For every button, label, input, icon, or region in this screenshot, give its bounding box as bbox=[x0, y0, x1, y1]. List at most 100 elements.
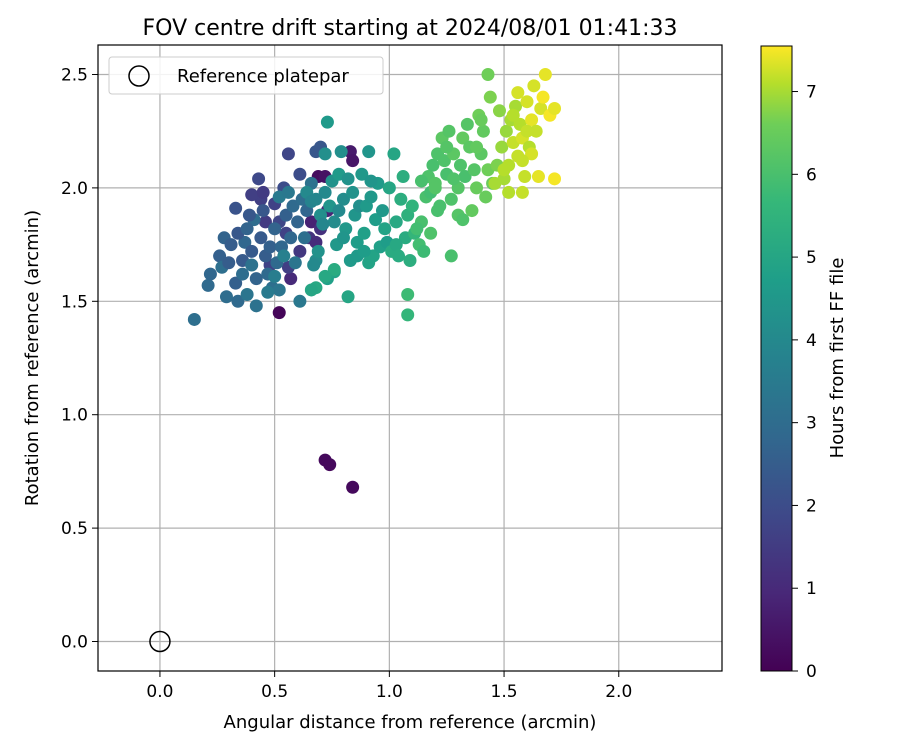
data-point bbox=[520, 95, 534, 109]
data-point bbox=[327, 263, 341, 277]
data-point bbox=[456, 213, 470, 227]
data-point bbox=[527, 79, 541, 93]
data-point bbox=[405, 199, 419, 213]
data-point bbox=[219, 290, 233, 304]
data-point bbox=[392, 249, 406, 263]
data-point bbox=[387, 147, 401, 161]
data-point bbox=[499, 124, 513, 138]
legend-box bbox=[108, 56, 384, 95]
data-point bbox=[213, 249, 227, 263]
data-point bbox=[470, 140, 484, 154]
data-point bbox=[318, 147, 332, 161]
data-point bbox=[311, 244, 325, 258]
colorbar-tick-label: 5 bbox=[806, 248, 817, 268]
data-point bbox=[293, 294, 307, 308]
data-point bbox=[401, 308, 415, 322]
grid-lines bbox=[98, 45, 722, 671]
colorbar-ticks: 0 1 2 3 4 5 6 7 bbox=[792, 83, 817, 682]
legend: Reference platepar bbox=[108, 56, 384, 95]
y-tick-label: 2.5 bbox=[61, 65, 88, 85]
data-point bbox=[245, 188, 259, 202]
data-point bbox=[389, 215, 403, 229]
data-point bbox=[334, 145, 348, 159]
data-point bbox=[297, 231, 311, 245]
x-tick-label: 0.5 bbox=[261, 682, 288, 702]
y-axis-label: Rotation from reference (arcmin) bbox=[22, 210, 43, 506]
data-point bbox=[318, 269, 332, 283]
data-point bbox=[525, 113, 539, 127]
data-points bbox=[187, 67, 562, 494]
colorbar-tick-label: 7 bbox=[806, 83, 817, 103]
data-point bbox=[268, 269, 282, 283]
data-point bbox=[281, 185, 295, 199]
data-point bbox=[272, 283, 286, 297]
data-point bbox=[318, 185, 332, 199]
data-point bbox=[506, 108, 520, 122]
data-point bbox=[272, 306, 286, 320]
data-point bbox=[291, 215, 305, 229]
data-point bbox=[201, 278, 215, 292]
data-point bbox=[249, 272, 263, 286]
data-point bbox=[357, 244, 371, 258]
data-point bbox=[492, 104, 506, 118]
data-point bbox=[254, 231, 268, 245]
data-point bbox=[304, 215, 318, 229]
data-point bbox=[277, 249, 291, 263]
colorbar-tick-label: 0 bbox=[806, 662, 817, 682]
y-tick-label: 0.5 bbox=[61, 519, 88, 539]
data-point bbox=[336, 231, 350, 245]
data-point bbox=[309, 192, 323, 206]
data-point bbox=[536, 90, 550, 104]
data-point bbox=[238, 235, 252, 249]
data-point bbox=[346, 185, 360, 199]
x-tick-label: 0.0 bbox=[146, 682, 173, 702]
colorbar-tick-label: 1 bbox=[806, 579, 817, 599]
data-point bbox=[424, 226, 438, 240]
data-point bbox=[401, 287, 415, 301]
data-point bbox=[187, 312, 201, 326]
data-point bbox=[263, 240, 277, 254]
data-point bbox=[316, 217, 330, 231]
legend-label: Reference platepar bbox=[177, 66, 349, 87]
data-point bbox=[456, 131, 470, 145]
data-point bbox=[256, 185, 270, 199]
data-point bbox=[426, 158, 440, 172]
data-point bbox=[538, 67, 552, 81]
data-point bbox=[293, 244, 307, 258]
data-point bbox=[323, 458, 337, 472]
data-point bbox=[467, 163, 481, 177]
colorbar-gradient bbox=[760, 45, 793, 672]
data-point bbox=[224, 238, 238, 252]
y-tick-label: 1.0 bbox=[61, 406, 88, 426]
data-point bbox=[403, 253, 417, 267]
data-point bbox=[256, 204, 270, 218]
chart-title: FOV centre drift starting at 2024/08/01 … bbox=[143, 16, 678, 41]
data-point bbox=[414, 174, 428, 188]
data-point bbox=[249, 299, 263, 313]
data-point bbox=[525, 147, 539, 161]
data-point bbox=[279, 208, 293, 222]
data-point bbox=[529, 124, 543, 138]
data-point bbox=[548, 172, 562, 186]
data-point bbox=[437, 154, 451, 168]
data-point bbox=[341, 290, 355, 304]
data-point bbox=[245, 258, 259, 272]
data-point bbox=[341, 172, 355, 186]
data-point bbox=[417, 244, 431, 258]
data-point bbox=[357, 226, 371, 240]
x-axis-label: Angular distance from reference (arcmin) bbox=[224, 712, 597, 733]
data-point bbox=[479, 190, 493, 204]
data-point bbox=[428, 181, 442, 195]
data-point bbox=[389, 238, 403, 252]
data-point bbox=[320, 115, 334, 129]
data-point bbox=[515, 185, 529, 199]
data-point bbox=[346, 154, 360, 168]
data-point bbox=[293, 167, 307, 181]
data-point bbox=[548, 102, 562, 116]
data-point bbox=[286, 199, 300, 213]
data-point bbox=[495, 140, 509, 154]
data-point bbox=[336, 192, 350, 206]
data-point bbox=[307, 258, 321, 272]
data-point bbox=[531, 170, 545, 184]
data-point bbox=[364, 174, 378, 188]
